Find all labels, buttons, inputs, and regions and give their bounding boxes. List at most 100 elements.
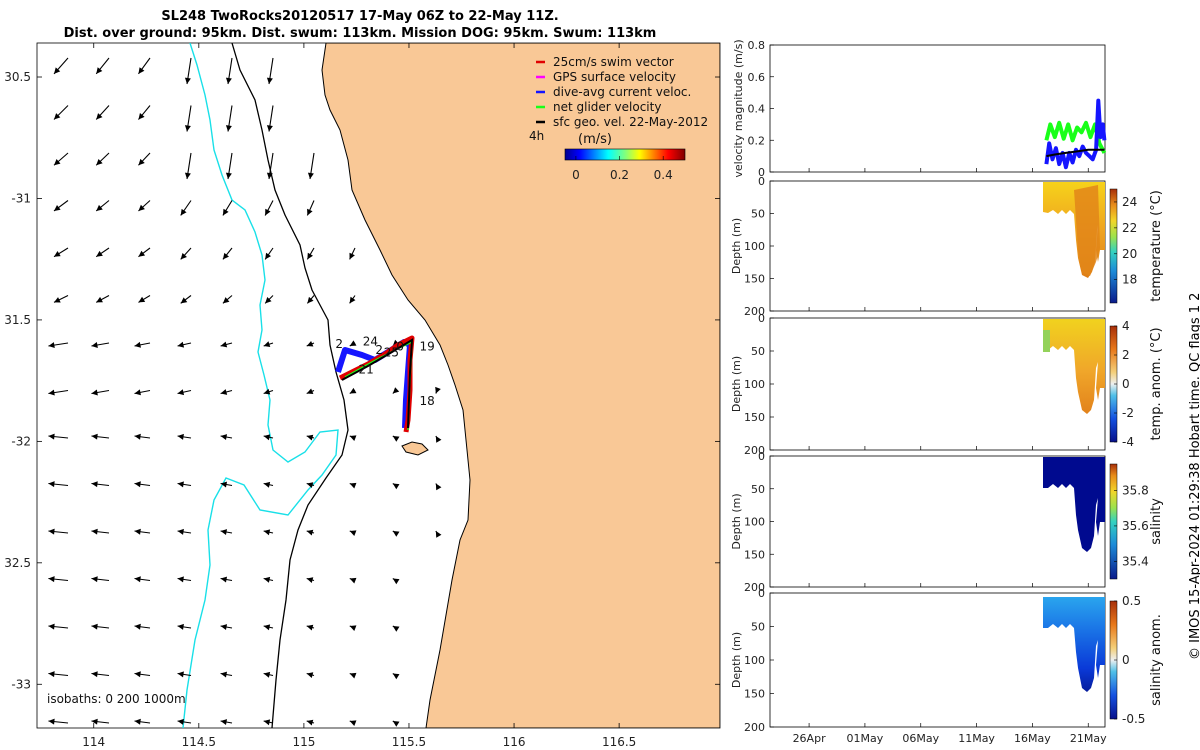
- current-vector-head: [134, 671, 141, 678]
- current-vector-head: [307, 208, 313, 216]
- current-vector-head: [392, 436, 400, 442]
- current-vector-head: [134, 433, 141, 440]
- velocity-line: [1046, 148, 1105, 158]
- current-vector-head: [184, 125, 191, 132]
- colorbar-tick-label: 0.4: [654, 168, 673, 182]
- panel-y-tick-label: 150: [744, 273, 765, 286]
- time-axis-tick-label: 01May: [847, 732, 884, 745]
- panel-y-tick-label: 150: [744, 411, 765, 424]
- panel-y-axis-label: Depth (m): [730, 493, 743, 549]
- map-y-tick-label: -33: [11, 677, 31, 691]
- panel-y-axis-label: Depth (m): [730, 632, 743, 688]
- current-vector-head: [349, 530, 357, 536]
- current-vector-head: [91, 623, 98, 630]
- current-vector-head: [180, 208, 187, 216]
- current-vector-head: [349, 252, 355, 260]
- legend-label: sfc geo. vel. 22-May-2012: [553, 115, 708, 129]
- panel-y-tick-label: 0.4: [748, 103, 766, 116]
- current-vector-head: [220, 434, 228, 440]
- current-vector-head: [54, 159, 61, 166]
- current-vector-head: [306, 434, 314, 441]
- current-vector-head: [177, 718, 184, 725]
- current-vector-head: [349, 435, 357, 441]
- colorbar-tick-label: -4: [1122, 435, 1134, 449]
- panel-y-axis-label: Depth (m): [730, 218, 743, 274]
- current-vector-head: [134, 341, 141, 348]
- current-vector-head: [138, 296, 146, 303]
- speed-colorbar-ticks: 0 0.2 0.4: [572, 156, 673, 182]
- temperature-warm-core: [1074, 185, 1100, 276]
- colorbar-tick-label: -0.5: [1122, 712, 1145, 726]
- current-vector-head: [306, 388, 314, 394]
- map-x-tick-label: 115: [292, 735, 315, 749]
- panel-y-tick-label: 100: [744, 378, 765, 391]
- panel-y-axis-label: velocity magnitude (m/s): [732, 39, 745, 177]
- panel-y-tick-label: 200: [744, 305, 765, 318]
- chart-subtitle: Dist. over ground: 95km. Dist. swum: 113…: [63, 26, 657, 41]
- current-vector-head: [306, 719, 314, 726]
- current-vector-head: [220, 389, 228, 395]
- panel-y-tick-label: 0: [758, 175, 765, 188]
- track-day-label: 25: [384, 345, 399, 359]
- map-x-axis: 114 114.5 115 115.5 116 116.5: [82, 43, 636, 749]
- legend-label: 25cm/s swim vector: [553, 55, 674, 69]
- current-vector-head: [177, 433, 184, 440]
- panel-y-tick-label: 0.8: [748, 39, 766, 52]
- current-vector-head: [177, 576, 184, 583]
- colorbar-label: salinity anom.: [1149, 614, 1164, 706]
- colorbar-tick-label: 4: [1122, 319, 1130, 333]
- panel-y-tick-label: 50: [751, 621, 765, 634]
- time-axis-tick-label: 21May: [1070, 732, 1107, 745]
- current-vector-head: [225, 125, 232, 132]
- current-vector-head: [306, 672, 314, 678]
- colorbar-tick-label: 35.8: [1122, 484, 1149, 498]
- vector-scale-label: 4h: [529, 129, 544, 143]
- panel-y-tick-label: 150: [744, 548, 765, 561]
- map-y-tick-label: 31.5: [4, 313, 31, 327]
- current-vector-head: [177, 671, 184, 678]
- current-vector-head: [54, 250, 61, 257]
- current-vector-head: [222, 252, 230, 260]
- current-vector-head: [54, 67, 61, 74]
- track-day-label: 21: [359, 362, 374, 376]
- current-vector-head: [134, 389, 141, 396]
- map-x-tick-label: 114.5: [182, 735, 216, 749]
- current-vector-head: [435, 531, 442, 538]
- current-vector-head: [48, 481, 55, 488]
- current-vector-head: [220, 481, 228, 488]
- current-vector-head: [263, 388, 271, 395]
- current-vector-head: [96, 67, 103, 74]
- panel-y-tick-label: 100: [744, 240, 765, 253]
- current-vector-head: [184, 77, 191, 84]
- colorbar-tick-label: 35.4: [1122, 554, 1149, 568]
- velocity-line: [1044, 120, 1107, 154]
- track-day-label: 2: [335, 337, 343, 351]
- velocity-line: [1044, 98, 1107, 170]
- current-vector-head: [392, 578, 400, 585]
- map-y-axis: 30.5 -31 31.5 -32 32.5 -33: [4, 70, 720, 691]
- current-vector-head: [349, 577, 357, 584]
- current-vector-head: [220, 576, 228, 583]
- current-vector-head: [349, 482, 357, 489]
- current-vector-head: [392, 673, 400, 680]
- legend-label: GPS surface velocity: [553, 70, 676, 84]
- current-vector-head: [177, 481, 184, 488]
- colorbar-units: (m/s): [578, 132, 612, 147]
- salinity-anomaly-section: [1043, 597, 1105, 692]
- current-vector-head: [54, 297, 61, 303]
- current-vector-head: [220, 671, 228, 678]
- chart-title: SL248 TwoRocks20120517 17-May 06Z to 22-…: [161, 9, 559, 24]
- current-vector-head: [306, 529, 314, 536]
- current-vector-head: [180, 297, 188, 304]
- current-vector-head: [349, 625, 357, 631]
- current-vector-head: [392, 626, 400, 632]
- panel-y-tick-label: 150: [744, 688, 765, 701]
- speed-colorbar: [564, 148, 686, 161]
- current-vector-head: [307, 296, 314, 304]
- current-vector-head: [138, 250, 146, 257]
- time-axis-tick-label: 06May: [902, 732, 939, 745]
- colorbar-tick-label: 24: [1122, 195, 1137, 209]
- current-vector-head: [177, 528, 184, 535]
- map-x-tick-label: 116.5: [602, 735, 636, 749]
